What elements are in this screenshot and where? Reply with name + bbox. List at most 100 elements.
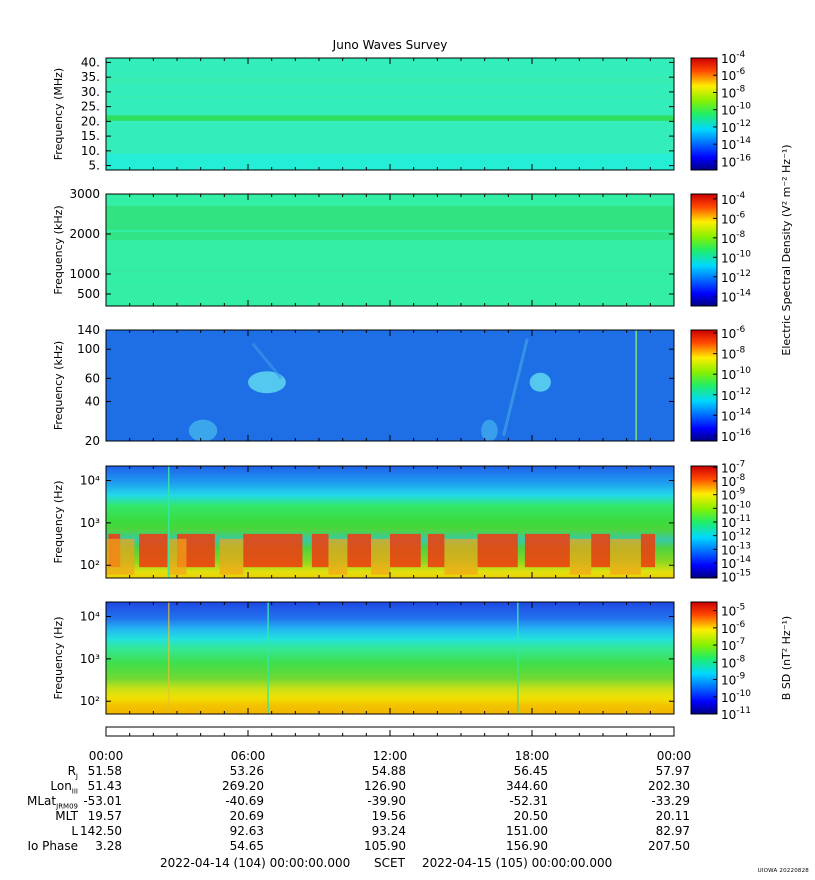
intense-emission-block	[610, 538, 641, 575]
panel-lfr-khz-image	[106, 330, 674, 441]
y-tick-label: 30.	[81, 85, 100, 99]
intense-emission-block	[106, 538, 135, 575]
colorbar-tick-label: 10-4	[721, 50, 746, 66]
y-tick-label: 40.	[81, 55, 100, 69]
ephemeris-value: 20.50	[513, 809, 548, 823]
ephemeris-value: 3.28	[95, 839, 122, 853]
colorbar-tick-label: 10-9	[721, 487, 746, 503]
ephemeris-label-subscript: J	[75, 772, 78, 781]
ephemeris-value: 20.69	[229, 809, 264, 823]
x-tick-label: 06:00	[231, 749, 266, 763]
intense-emission-block	[569, 538, 592, 575]
colorbar-tick-label: 10-15	[721, 569, 751, 585]
ephemeris-value: 54.65	[229, 839, 264, 853]
ephemeris-label: L	[71, 824, 78, 838]
emission-band	[106, 115, 674, 121]
time-axis: 00:00 06:00 12:00 18:00 00:00	[89, 726, 692, 763]
y-tick-label: 10²	[80, 558, 100, 572]
y-tick-label: 5.	[89, 159, 100, 173]
y-tick-label: 20.	[81, 114, 100, 128]
intense-emission-block	[524, 533, 570, 568]
ephemeris-value: 269.20	[222, 779, 264, 793]
emission-band	[106, 286, 674, 288]
colorbar-tick-label: 10-12	[721, 528, 751, 544]
colorbar-tick-label: 10-7	[721, 637, 745, 653]
drifting-emission	[251, 342, 283, 380]
emission-band	[106, 269, 674, 272]
colorbar-frame	[690, 329, 718, 442]
intense-emission-block	[167, 538, 187, 575]
ephemeris-value: -39.90	[367, 794, 406, 808]
intense-emission-block	[444, 538, 478, 575]
colorbar	[691, 466, 717, 578]
intense-emission-block	[139, 533, 168, 568]
ephemeris-value: 54.88	[371, 764, 406, 778]
panel-hfr-khz-image	[106, 194, 674, 306]
colorbar-tick-label: 10-14	[721, 288, 751, 304]
colorbar-tick-label: 10-8	[721, 473, 746, 489]
colorbar-tick-label: 10-6	[721, 210, 746, 226]
colorbar-tick-label: 10-16	[721, 153, 751, 169]
colorbar-tick-label: 10-14	[721, 136, 751, 152]
ephemeris-value: 105.90	[364, 839, 406, 853]
colorbar-tick-label: 10-7	[721, 459, 745, 475]
x-tick-label: 18:00	[515, 749, 550, 763]
colorbar	[691, 330, 717, 441]
y-tick-label: 1000	[69, 267, 100, 281]
ephemeris-label: MLT	[55, 809, 78, 823]
spectral-gradient	[106, 602, 674, 714]
y-axis-label: Frequency (kHz)	[52, 341, 65, 430]
colorbar-tick-label: 10-14	[721, 555, 751, 571]
ephemeris-value: -53.01	[83, 794, 122, 808]
ephemeris-value: -40.69	[225, 794, 264, 808]
y-tick-label: 140	[77, 323, 100, 337]
emission-feature	[188, 419, 218, 441]
panel-hfr-khz: 500 1000 2000 3000 Frequency (kHz) 10-14 10-12…	[52, 144, 793, 355]
time-range-start: 2022-04-14 (104) 00:00:00.000	[160, 856, 351, 870]
ephemeris-value: 51.43	[87, 779, 122, 793]
intense-emission-block	[477, 533, 518, 568]
intense-emission-block	[390, 533, 421, 568]
colorbar-tick-label: 10-5	[721, 603, 745, 619]
colorbar-tick-label: 10-8	[721, 84, 746, 100]
y-tick-label: 500	[77, 287, 100, 301]
intense-emission-block	[427, 533, 445, 568]
ephemeris-label: RJ	[67, 764, 78, 781]
colorbar-tick-label: 10-6	[721, 620, 746, 636]
intense-emission-block	[311, 533, 329, 568]
colorbar-tick-label: 10-16	[721, 428, 751, 444]
colorbar-tick-label: 10-11	[721, 514, 751, 530]
institution-stamp: UIOWA 20220828	[757, 868, 809, 874]
y-tick-label: 25.	[81, 100, 100, 114]
x-tick-label: 12:00	[373, 749, 408, 763]
y-tick-label: 15.	[81, 129, 100, 143]
x-tick-label: 00:00	[657, 749, 692, 763]
colorbar-tick-label: 10-12	[721, 387, 751, 403]
ephemeris-row: MLT 19.57 20.69 19.56 20.50 20.11	[0, 809, 815, 824]
spectrogram-background	[106, 330, 674, 441]
panel-bsd-hz-image	[106, 602, 674, 714]
ephemeris-row: LonIII 51.43 269.20 126.90 344.60 202.30	[0, 779, 815, 795]
colorbar	[691, 602, 717, 714]
ephemeris-row: L 142.50 92.63 93.24 151.00 82.97	[0, 824, 815, 839]
intense-emission-block	[640, 533, 656, 568]
y-tick-label: 10⁴	[80, 474, 100, 488]
y-tick-label: 10⁴	[80, 610, 100, 624]
intense-emission-block	[219, 538, 244, 575]
colorbar-tick-label: 10-10	[721, 689, 751, 705]
ephemeris-value: 92.63	[229, 824, 264, 838]
y-axis-label: Frequency (Hz)	[52, 481, 65, 564]
y-tick-label: 10²	[80, 694, 100, 708]
ephemeris-value: 51.58	[87, 764, 122, 778]
colorbar-tick-label: 10-6	[721, 67, 746, 83]
ephemeris-value: 151.00	[506, 824, 548, 838]
y-axis-label: Frequency (kHz)	[52, 205, 65, 294]
time-range-end: 2022-04-15 (105) 00:00:00.000	[422, 856, 613, 870]
panel-hfwbr-mhz: 5.10.15.20.25.30.35.40. Frequency (MHz) 10…	[52, 50, 751, 173]
y-tick-label: 40	[85, 394, 100, 408]
time-range-label: SCET	[374, 856, 405, 870]
ephemeris-value: 53.26	[229, 764, 264, 778]
